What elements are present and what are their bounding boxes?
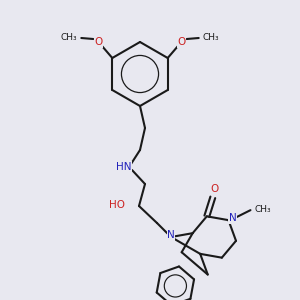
- Text: CH₃: CH₃: [61, 32, 78, 41]
- Text: N: N: [229, 213, 236, 223]
- Text: HO: HO: [109, 200, 125, 210]
- Text: HN: HN: [116, 162, 132, 172]
- Text: O: O: [94, 37, 102, 47]
- Text: O: O: [178, 37, 186, 47]
- Text: CH₃: CH₃: [254, 205, 271, 214]
- Text: O: O: [211, 184, 219, 194]
- Text: CH₃: CH₃: [202, 32, 219, 41]
- Text: N: N: [167, 230, 175, 240]
